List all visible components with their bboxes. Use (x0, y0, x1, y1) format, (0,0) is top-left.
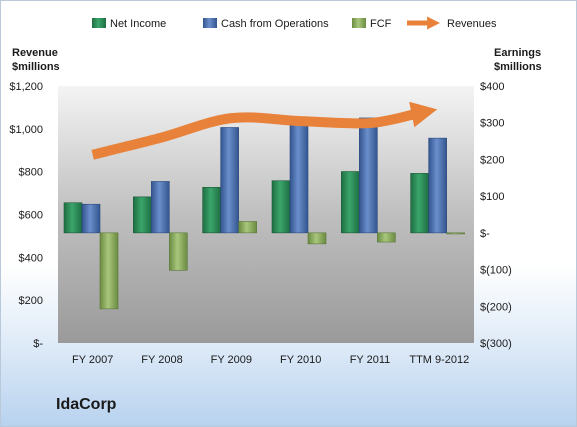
bar-fcf (377, 232, 396, 243)
left-tick-label: $600 (19, 210, 43, 222)
left-axis-ticks: $- $200 $400 $600 $800 $1,000 $1,200 (9, 81, 43, 350)
left-tick-label: $- (33, 338, 43, 350)
bar-net-income (133, 196, 152, 234)
bar-fcf (169, 232, 188, 271)
bar-cash-from-operations (220, 127, 239, 234)
left-axis-title-line-2: $millions (12, 61, 60, 73)
bar-fcf (238, 221, 257, 234)
bar-net-income (271, 180, 291, 234)
bars (63, 117, 465, 310)
legend-swatch-fcf (352, 18, 366, 28)
bar-net-income (341, 171, 360, 234)
legend-swatch-net-income (92, 18, 106, 28)
right-tick-label: $300 (480, 118, 504, 130)
right-tick-label: $200 (480, 154, 504, 166)
revenue-line (91, 101, 438, 160)
right-axis-title-line-2: $millions (494, 61, 542, 73)
bar-net-income (63, 202, 83, 234)
left-tick-label: $200 (19, 295, 43, 307)
category-label: FY 2009 (211, 354, 252, 366)
right-axis-ticks: $(300) $(200) $(100) $- $100 $200 $300 $400 (480, 81, 512, 350)
left-tick-label: $1,200 (9, 81, 43, 93)
left-tick-label: $400 (19, 252, 43, 264)
right-axis-title-line-1: Earnings (494, 47, 541, 59)
category-label: FY 2007 (72, 354, 113, 366)
bar-net-income (202, 187, 221, 234)
company-name: IdaCorp (56, 396, 117, 413)
right-tick-label: $(300) (480, 338, 512, 350)
right-tick-label: $100 (480, 191, 504, 203)
right-axis-title: Earnings $millions (494, 47, 542, 73)
bar-fcf (446, 232, 465, 235)
legend-label-cash-from-operations: Cash from Operations (221, 18, 329, 30)
bar-cash-from-operations (428, 137, 447, 234)
bar-fcf (307, 232, 327, 245)
revenue-line-path (91, 101, 438, 160)
category-labels: FY 2007 FY 2008 FY 2009 FY 2010 FY 2011 TTM 9… (72, 354, 469, 366)
left-tick-label: $800 (19, 167, 43, 179)
category-label: FY 2008 (141, 354, 182, 366)
plot-area (58, 86, 474, 343)
bar-cash-from-operations (359, 117, 378, 234)
category-label: TTM 9-2012 (409, 354, 469, 366)
right-tick-label: $400 (480, 81, 504, 93)
legend-label-net-income: Net Income (110, 18, 166, 30)
category-label: FY 2011 (350, 354, 391, 366)
bar-cash-from-operations (289, 118, 309, 234)
left-tick-label: $1,000 (9, 124, 43, 136)
right-tick-label: $(200) (480, 301, 512, 313)
left-axis-title-line-1: Revenue (12, 47, 58, 59)
right-tick-label: $(100) (480, 265, 512, 277)
legend-label-revenues: Revenues (447, 18, 497, 30)
bar-net-income (410, 173, 429, 234)
left-axis-title: Revenue $millions (12, 47, 60, 73)
legend-label-fcf: FCF (370, 18, 392, 30)
bar-cash-from-operations (81, 203, 101, 234)
category-label: FY 2010 (280, 354, 321, 366)
legend-swatch-cash-from-operations (203, 18, 217, 28)
bar-fcf (99, 232, 119, 310)
legend: Net Income Cash from Operations FCF Reve… (92, 16, 497, 30)
bar-cash-from-operations (151, 181, 170, 234)
right-tick-label: $- (480, 228, 490, 240)
